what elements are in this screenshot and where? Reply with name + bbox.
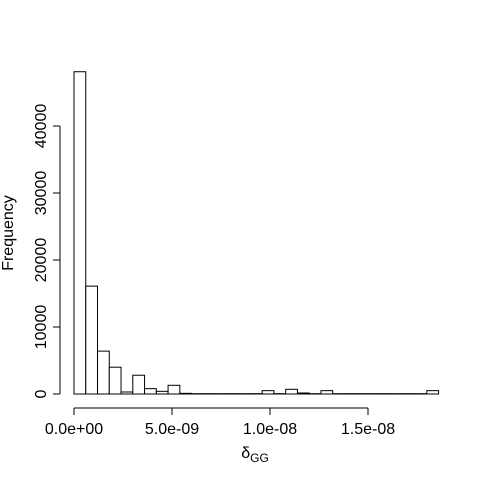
histogram-bar-30 (426, 390, 440, 395)
x-axis-title-main: δ (241, 445, 250, 462)
y-tick-label-4: 40000 (33, 104, 50, 149)
y-tick-label-2: 20000 (33, 238, 50, 283)
histogram-bar-0 (73, 71, 87, 395)
histogram-bar-4 (120, 391, 134, 395)
x-tick-label-1: 5.0e-09 (145, 421, 199, 438)
x-tick-label-2: 1.0e-08 (243, 421, 297, 438)
x-tick-label-0: 0.0e+00 (45, 421, 103, 438)
histogram-bar-1 (85, 285, 99, 395)
histogram-bar-5 (132, 374, 146, 395)
histogram-bar-21 (320, 390, 334, 395)
histogram-bar-2 (97, 350, 110, 395)
y-tick-label-0: 0 (33, 389, 50, 398)
histogram-bar-16 (261, 390, 275, 395)
histogram-bar-6 (144, 388, 157, 395)
y-tick-label-1: 10000 (33, 305, 50, 350)
y-axis: 0 10000 20000 30000 40000 (33, 104, 61, 398)
y-tick-label-3: 30000 (33, 171, 50, 216)
histogram-bar-19 (296, 392, 310, 395)
x-axis: 0.0e+00 5.0e-09 1.0e-08 1.5e-08 (45, 407, 395, 438)
histogram-bar-18 (285, 388, 298, 395)
histogram-bar-7 (155, 390, 169, 395)
y-axis-title: Frequency (0, 195, 17, 271)
x-axis-title: δGG (241, 445, 269, 465)
histogram-bar-8 (167, 384, 181, 395)
x-tick-label-3: 1.5e-08 (341, 421, 395, 438)
histogram-bars (73, 71, 440, 395)
histogram-bar-9 (179, 392, 193, 395)
x-axis-title-subscript: GG (250, 451, 269, 465)
histogram-bar-3 (108, 366, 122, 395)
